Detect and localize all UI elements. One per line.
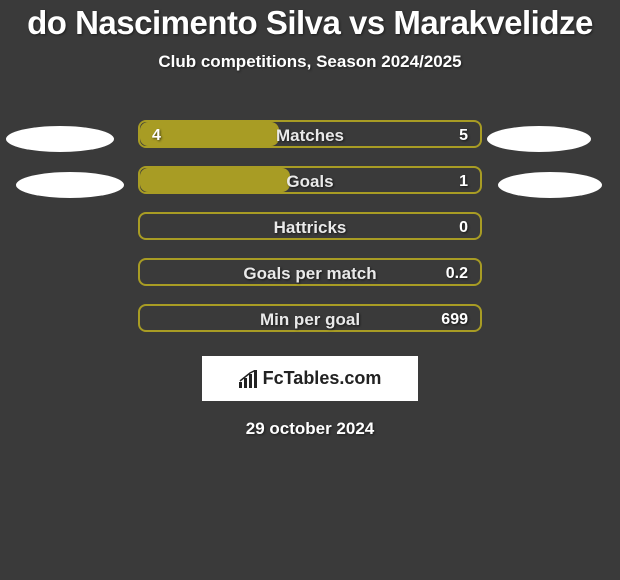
stat-bar: Goals per match0.2 xyxy=(138,258,482,286)
stat-label: Matches xyxy=(140,122,480,150)
stat-right-value: 0.2 xyxy=(446,260,468,288)
stat-row: Goals per match0.2 xyxy=(0,252,620,298)
subtitle: Club competitions, Season 2024/2025 xyxy=(0,52,620,72)
right-ellipse xyxy=(498,172,602,198)
stat-label: Goals per match xyxy=(140,260,480,288)
stat-row: 4Matches5 xyxy=(0,114,620,160)
chart-icon xyxy=(239,370,261,388)
stat-right-value: 1 xyxy=(459,168,468,196)
date: 29 october 2024 xyxy=(0,419,620,439)
left-ellipse xyxy=(16,172,124,198)
logo-box[interactable]: FcTables.com xyxy=(202,356,418,401)
stat-label: Min per goal xyxy=(140,306,480,334)
stat-row: Hattricks0 xyxy=(0,206,620,252)
logo: FcTables.com xyxy=(239,368,382,389)
stat-right-value: 0 xyxy=(459,214,468,242)
stat-label: Hattricks xyxy=(140,214,480,242)
stat-row: Min per goal699 xyxy=(0,298,620,344)
stat-bar: 4Matches5 xyxy=(138,120,482,148)
stat-bar: Goals1 xyxy=(138,166,482,194)
stat-rows: 4Matches5 Goals1 Hattricks0 Goals per match… xyxy=(0,114,620,344)
comparison-card: do Nascimento Silva vs Marakvelidze Club… xyxy=(0,0,620,439)
page-title: do Nascimento Silva vs Marakvelidze xyxy=(0,4,620,42)
right-ellipse xyxy=(487,126,591,152)
stat-bar: Hattricks0 xyxy=(138,212,482,240)
logo-text: FcTables.com xyxy=(263,368,382,389)
left-ellipse xyxy=(6,126,114,152)
stat-row: Goals1 xyxy=(0,160,620,206)
stat-bar: Min per goal699 xyxy=(138,304,482,332)
stat-right-value: 699 xyxy=(441,306,468,334)
stat-label: Goals xyxy=(140,168,480,196)
stat-right-value: 5 xyxy=(459,122,468,150)
